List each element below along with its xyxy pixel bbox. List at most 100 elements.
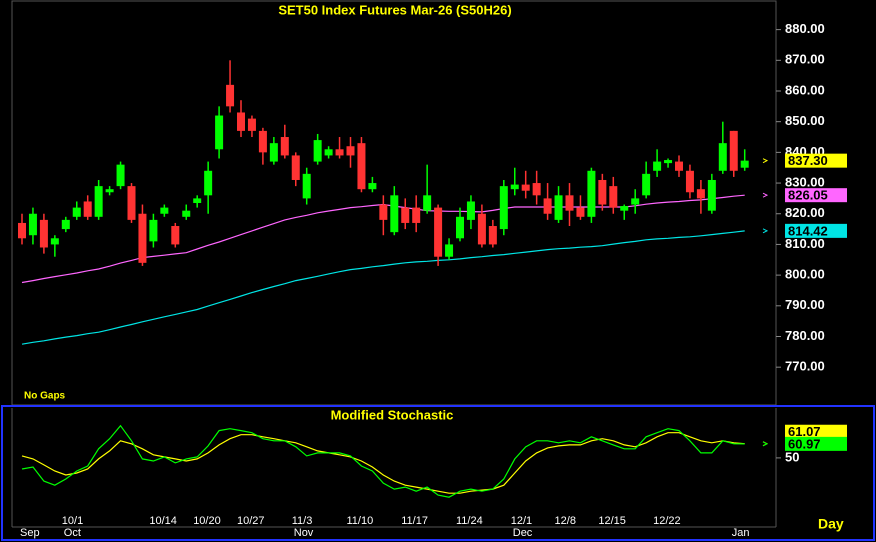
y-tick-label: 830.00: [785, 174, 825, 189]
candle-body: [434, 207, 443, 257]
last-value-box: [785, 223, 847, 238]
last-arrow: [762, 158, 769, 164]
candle-body: [412, 207, 421, 223]
last-value-label: 61.07: [788, 424, 821, 439]
candle-body: [182, 210, 191, 217]
month-label: Dec: [513, 527, 533, 539]
x-tick-label: 10/14: [149, 515, 177, 527]
last-arrow: [762, 441, 769, 447]
last-value-box: [785, 188, 847, 203]
x-tick-label: 10/27: [237, 515, 265, 527]
candle-body: [138, 213, 147, 263]
candle-body: [401, 207, 410, 223]
candle-body: [642, 173, 651, 196]
candle-body: [204, 170, 213, 196]
candle-body: [105, 189, 114, 193]
line-series: [21, 230, 745, 345]
candle-body: [510, 184, 519, 190]
candle-body: [532, 183, 541, 196]
line-series: [21, 424, 745, 498]
line-series: [21, 432, 745, 494]
candle-body: [160, 207, 169, 214]
candle-body: [247, 118, 256, 131]
candle-body: [609, 186, 618, 208]
x-tick-label: 12/8: [555, 515, 576, 527]
last-value-label: 60.97: [788, 436, 821, 451]
candle-body: [653, 161, 662, 171]
candle-body: [598, 179, 607, 205]
candle-body: [675, 161, 683, 171]
y-tick-label: 800.00: [785, 267, 825, 282]
candle-body: [445, 244, 454, 257]
candle-body: [488, 226, 497, 245]
candle-body: [226, 84, 235, 107]
stoch-panel-frame: [1, 405, 875, 541]
candle-body: [554, 195, 563, 220]
y-tick-label: 820.00: [785, 205, 825, 220]
x-tick-label: 11/24: [456, 515, 483, 527]
last-value-label: 826.05: [788, 188, 828, 203]
candle-body: [664, 160, 673, 164]
x-tick-label: 11/10: [347, 515, 374, 527]
y-tick-label: 50: [785, 449, 799, 464]
x-tick-label: 10/1: [62, 515, 83, 527]
candle-body: [390, 195, 399, 233]
candle-body: [302, 173, 311, 199]
candle-body: [83, 201, 92, 217]
y-tick-label: 850.00: [785, 113, 825, 128]
last-value-box: [785, 436, 847, 451]
candle-body: [379, 204, 388, 220]
candle-body: [116, 164, 125, 187]
candle-body: [94, 186, 103, 217]
candle-body: [28, 213, 37, 236]
candle-body: [357, 143, 366, 190]
month-label: Sep: [20, 527, 40, 539]
y-tick-label: 860.00: [785, 82, 825, 97]
candle-body: [466, 201, 475, 220]
last-arrow: [762, 192, 769, 198]
candle-body: [61, 219, 70, 230]
candle-body: [258, 130, 267, 153]
candle-body: [193, 198, 202, 203]
y-tick-label: 770.00: [785, 359, 825, 374]
y-tick-label: 870.00: [785, 52, 825, 67]
candle-body: [171, 226, 180, 245]
last-value-label: 837.30: [788, 153, 828, 168]
candle-body: [587, 170, 596, 217]
y-tick-label: 780.00: [785, 328, 825, 343]
candle-body: [368, 183, 377, 190]
candle-body: [718, 143, 727, 171]
x-tick-label: 11/17: [401, 515, 428, 527]
candle-body: [729, 130, 738, 171]
y-tick-label: 880.00: [785, 21, 825, 36]
y-tick-label: 810.00: [785, 236, 825, 251]
chart-title: SET50 Index Futures Mar-26 (S50H26): [278, 2, 511, 17]
stoch-title: Modified Stochastic: [331, 407, 454, 422]
candle-body: [543, 198, 552, 214]
x-tick-label: 12/22: [653, 515, 681, 527]
candle-body: [696, 189, 705, 199]
x-tick-label: 10/20: [193, 515, 221, 527]
candle-body: [291, 155, 300, 180]
candle-body: [620, 206, 629, 211]
x-unit: Day: [818, 516, 844, 532]
last-arrow: [762, 228, 769, 234]
x-tick-label: 11/3: [292, 515, 313, 527]
candle-body: [335, 149, 344, 156]
candle-body: [456, 216, 464, 239]
y-tick-label: 790.00: [785, 297, 825, 312]
candle-body: [127, 186, 136, 220]
candle-body: [269, 143, 278, 162]
candle-body: [18, 222, 26, 239]
candle-body: [576, 207, 585, 217]
last-value-label: 814.42: [788, 223, 828, 238]
month-label: Nov: [294, 527, 314, 539]
x-tick-label: 12/1: [511, 515, 532, 527]
candle-body: [631, 198, 640, 205]
candle-body: [280, 137, 289, 156]
last-value-box: [785, 153, 847, 168]
candle-body: [499, 186, 508, 230]
candle-body: [740, 160, 749, 168]
